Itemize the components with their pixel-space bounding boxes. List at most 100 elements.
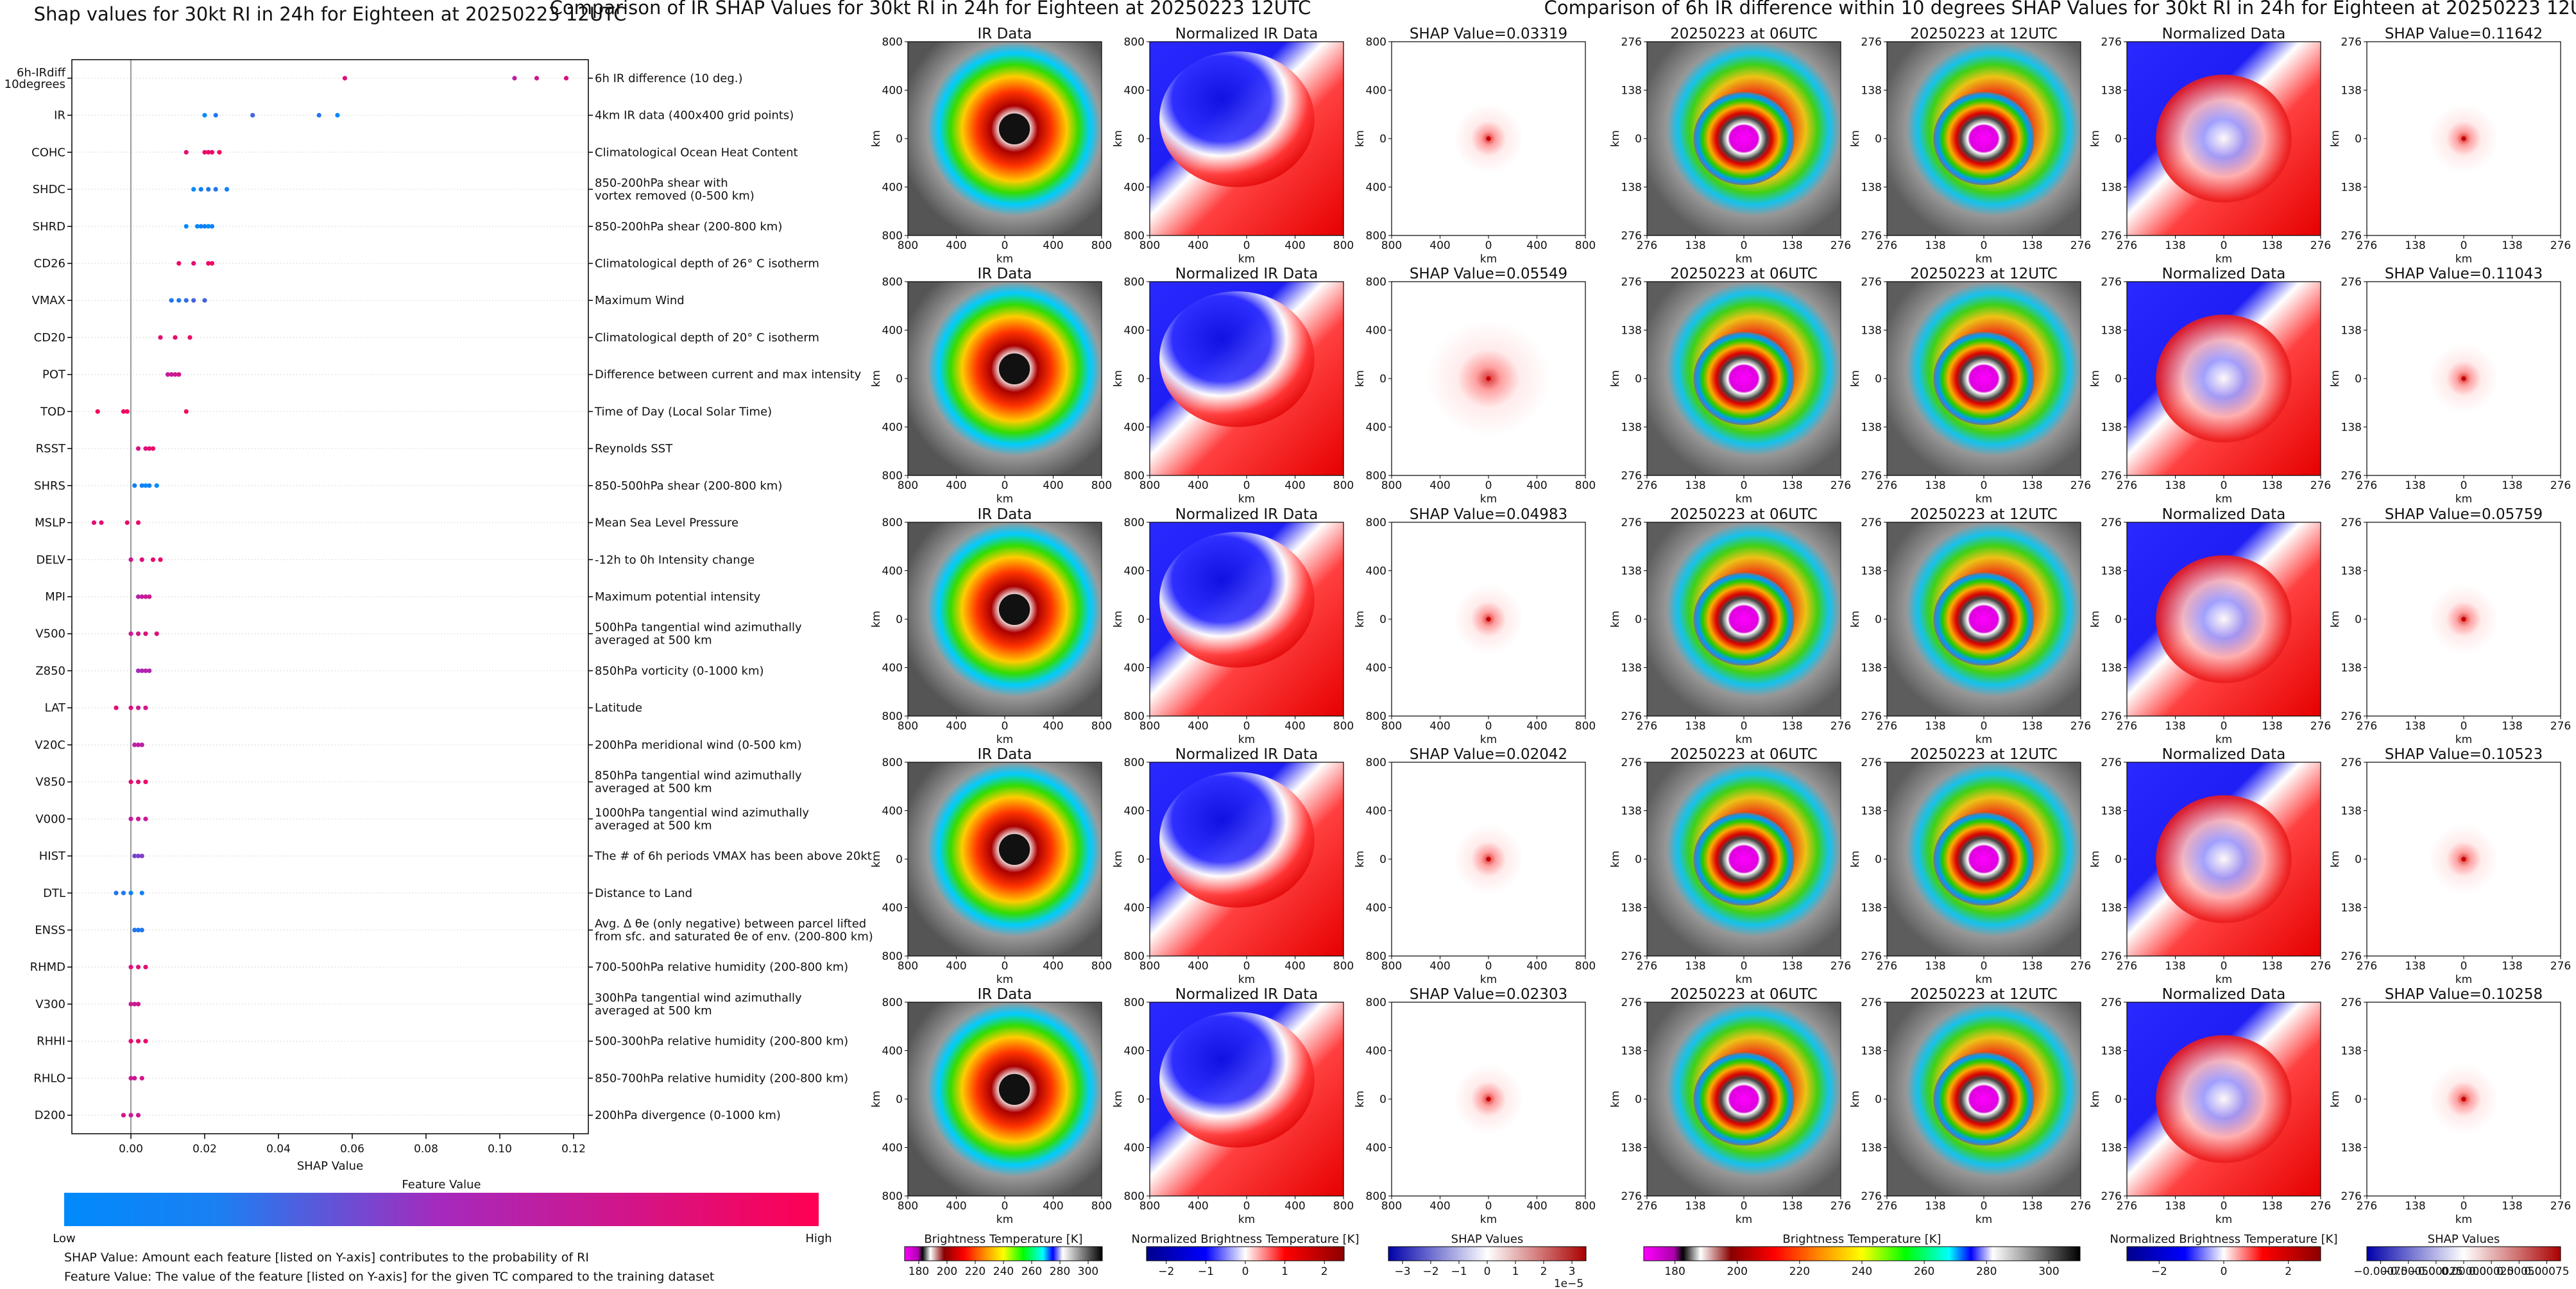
y-tick-label: 400 [882,182,903,194]
y-tick-label: 276 [1861,1190,1882,1203]
x-tick-label: 800 [1139,960,1160,973]
x-tick-label: 0 [1002,239,1009,252]
x-tick-label: 400 [1043,1200,1063,1213]
x-tick-label: 400 [1284,960,1305,973]
x-axis-label: km [1238,493,1255,506]
y-tick-label: 800 [1124,276,1145,289]
y-tick-label: 400 [882,565,903,578]
x-tick-label: 800 [1091,960,1112,973]
normalized-storm-core [2156,555,2292,683]
y-tick-label: 138 [1621,422,1642,434]
y-axis-label: km [2329,1091,2342,1107]
colorbar-tick-label: 0.00025 [2469,1265,2514,1278]
x-tick-label: 800 [1381,960,1402,973]
shap-summary-plot: Shap values for 30kt RI in 24h for Eight… [4,3,873,1284]
y-tick-label: 0 [1875,1093,1882,1106]
shap-point [143,816,148,821]
shap-point [206,260,211,266]
feature-description: 850-200hPa shear with [595,176,728,190]
colorbar-tick-label: 260 [1914,1265,1934,1278]
shap-point [176,298,182,303]
feature-label-rhhi: RHHI [37,1035,65,1048]
y-tick-label: 0 [2355,613,2362,626]
x-tick-label: 138 [1685,239,1705,252]
column-title: IR Data [978,26,1032,42]
x-tick-label: 0 [1243,720,1250,733]
shap-value-title: SHAP Value=0.02042 [1410,746,1567,763]
feature-description: Mean Sea Level Pressure [595,516,738,530]
x-tick-label: 276 [2117,239,2137,252]
y-tick-label: 400 [1124,182,1145,194]
y-tick-label: 138 [2341,565,2362,578]
shap-point [209,149,215,155]
shap-point [191,260,196,266]
colorbar-tick-label: −2 [1422,1265,1438,1278]
x-axis-label: SHAP Value [297,1159,363,1173]
feature-label-delv: DELV [36,553,65,567]
y-tick-label: 276 [2101,230,2122,243]
shap-point [139,483,144,488]
y-tick-label: 138 [2341,1142,2362,1155]
x-tick-label: 276 [2310,1200,2331,1213]
y-axis-label: km [2089,611,2102,627]
y-tick-label: 276 [1621,756,1642,769]
y-tick-label: 0 [2355,373,2362,386]
y-tick-label: 276 [2101,36,2122,49]
x-tick-label: 800 [1575,960,1596,973]
column-title: 20250223 at 12UTC [1910,986,2058,1003]
shap-point [150,446,156,451]
y-tick-label: 276 [1621,950,1642,963]
x-tick-label: 138 [1925,1200,1945,1213]
y-tick-label: 138 [1861,805,1882,818]
shap-point [206,224,211,229]
y-axis-label: km [1112,611,1125,627]
x-tick-label: 0.08 [414,1143,438,1156]
x-axis-label: km [2215,1213,2232,1226]
x-tick-label: 0.10 [488,1143,512,1156]
y-tick-label: 0 [1379,1093,1386,1106]
x-tick-label: 0 [2461,960,2468,973]
x-tick-label: 0 [1981,720,1988,733]
colorbar-tick-label: 0.00000 [2441,1265,2486,1278]
y-axis-label: km [1354,851,1367,867]
irdiff-ir-colorbar-label: Brightness Temperature [K] [1782,1233,1941,1246]
colorbar-tick-label: 280 [1050,1265,1070,1278]
x-tick-label: 138 [1685,479,1705,492]
y-tick-label: 400 [1366,1045,1386,1058]
shap-map-center [1486,857,1491,862]
y-tick-label: 138 [2101,805,2122,818]
feature-description: averaged at 500 km [595,634,712,647]
x-tick-label: 138 [1925,239,1945,252]
shap-point [165,372,171,377]
x-tick-label: 800 [1575,479,1596,492]
shap-point [176,260,182,266]
colorbar-tick-label: 280 [1976,1265,1997,1278]
ir-storm-core [1933,92,2034,185]
y-tick-label: 800 [1366,756,1386,769]
shap-point [206,187,211,192]
x-tick-label: 800 [898,239,918,252]
y-tick-label: 138 [2341,662,2362,675]
shap-colorbar-label: SHAP Values [1451,1233,1524,1246]
y-tick-label: 800 [882,950,903,963]
y-tick-label: 276 [1861,756,1882,769]
x-tick-label: 0 [1741,1200,1748,1213]
feature-label-6h-irdiff: 6h-IRdiff [17,66,66,80]
column-title: 20250223 at 12UTC [1910,26,2058,42]
x-axis-label: km [1975,253,1992,266]
x-tick-label: 0 [1485,1200,1492,1213]
feature-description: 4km IR data (400x400 grid points) [595,109,794,123]
x-tick-label: 276 [1637,239,1657,252]
x-tick-label: 800 [1091,479,1112,492]
shap-point [139,557,144,562]
shap-point [128,964,133,969]
shap-point [95,409,100,414]
y-tick-label: 276 [1861,36,1882,49]
y-tick-label: 276 [1621,1190,1642,1203]
x-tick-label: 0 [2461,720,2468,733]
feature-description: from sfc. and saturated θe of env. (200-… [595,930,873,944]
x-tick-label: 400 [1429,1200,1450,1213]
shap-point [128,1039,133,1044]
x-tick-label: 800 [1139,479,1160,492]
ir-colorbar-label: Brightness Temperature [K] [924,1233,1082,1246]
